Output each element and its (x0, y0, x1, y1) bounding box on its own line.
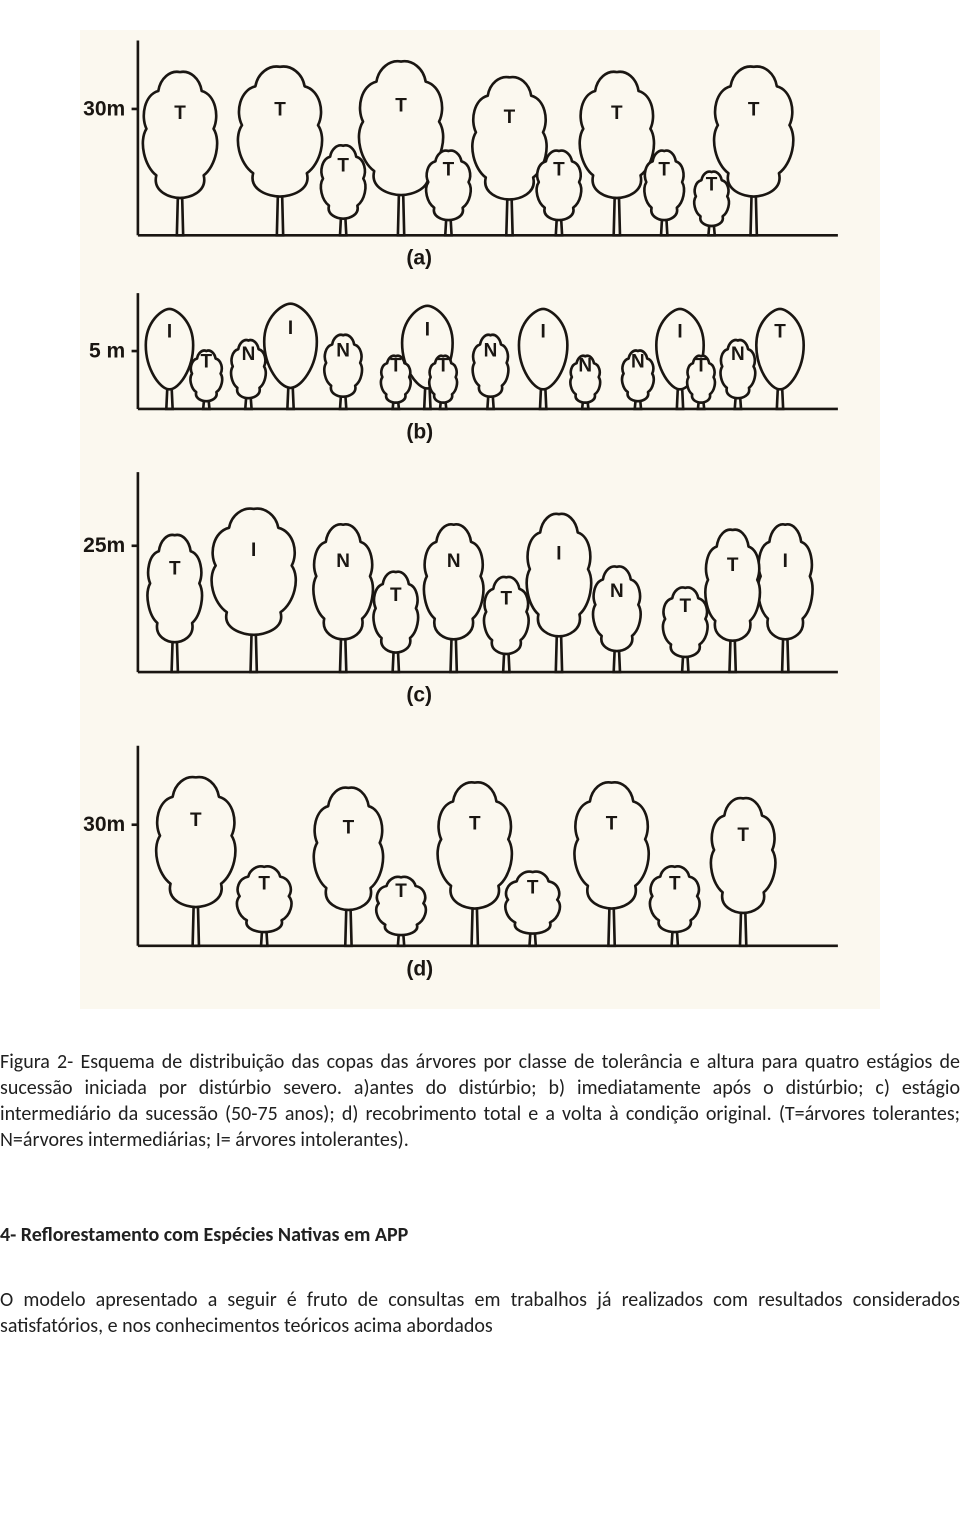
svg-text:N: N (447, 551, 461, 572)
svg-text:I: I (556, 544, 561, 565)
svg-text:T: T (748, 99, 760, 120)
svg-text:(d): (d) (406, 957, 433, 980)
svg-text:N: N (336, 551, 350, 572)
svg-text:N: N (484, 340, 498, 361)
svg-text:T: T (437, 355, 449, 376)
svg-text:T: T (258, 874, 270, 895)
svg-text:T: T (553, 159, 565, 180)
svg-text:30m: 30m (83, 97, 125, 120)
svg-text:N: N (578, 355, 592, 376)
svg-text:(b): (b) (406, 420, 433, 443)
svg-text:T: T (343, 817, 355, 838)
svg-text:I: I (425, 319, 430, 340)
svg-text:T: T (527, 877, 539, 898)
svg-text:T: T (201, 352, 213, 373)
svg-text:T: T (274, 99, 286, 120)
svg-text:T: T (658, 159, 670, 180)
svg-text:I: I (783, 551, 788, 572)
figure-caption: Figura 2- Esquema de distribuição das co… (0, 1049, 960, 1153)
svg-text:T: T (706, 174, 718, 195)
svg-text:I: I (288, 318, 293, 339)
svg-text:T: T (395, 96, 407, 117)
svg-text:T: T (504, 107, 516, 128)
svg-text:T: T (606, 814, 618, 835)
svg-text:T: T (679, 596, 691, 617)
succession-diagram-svg: 30mTTTTTTTTTTT(a)5 mIIIIITNNNNTNTTNT(b)2… (80, 30, 880, 1009)
figure-diagram: 30mTTTTTTTTTTT(a)5 mIIIIITNNNNTNTTNT(b)2… (80, 30, 880, 1009)
body-paragraph: O modelo apresentado a seguir é fruto de… (0, 1287, 960, 1339)
svg-text:T: T (390, 585, 402, 606)
svg-text:25m: 25m (83, 534, 125, 557)
svg-text:T: T (611, 103, 623, 124)
svg-text:T: T (774, 322, 786, 343)
svg-text:(c): (c) (406, 684, 432, 707)
svg-text:T: T (727, 555, 739, 576)
svg-text:T: T (501, 589, 513, 610)
svg-text:I: I (541, 322, 546, 343)
svg-text:N: N (336, 340, 350, 361)
svg-text:I: I (167, 322, 172, 343)
svg-text:T: T (737, 825, 749, 846)
svg-text:I: I (251, 540, 256, 561)
svg-text:(a): (a) (406, 247, 432, 270)
svg-text:T: T (390, 355, 402, 376)
svg-text:T: T (337, 156, 349, 177)
svg-text:N: N (242, 344, 256, 365)
svg-text:T: T (190, 810, 202, 831)
svg-text:5 m: 5 m (89, 339, 125, 362)
svg-text:T: T (469, 814, 481, 835)
svg-text:30m: 30m (83, 813, 125, 836)
svg-text:T: T (695, 355, 707, 376)
svg-text:T: T (669, 874, 681, 895)
svg-text:T: T (174, 103, 186, 124)
svg-text:I: I (677, 322, 682, 343)
svg-text:N: N (631, 352, 645, 373)
svg-text:N: N (610, 581, 624, 602)
svg-text:T: T (169, 559, 181, 580)
svg-text:T: T (395, 881, 407, 902)
svg-text:N: N (731, 344, 745, 365)
section-heading: 4- Reflorestamento com Espécies Nativas … (0, 1223, 960, 1247)
svg-text:T: T (443, 159, 455, 180)
